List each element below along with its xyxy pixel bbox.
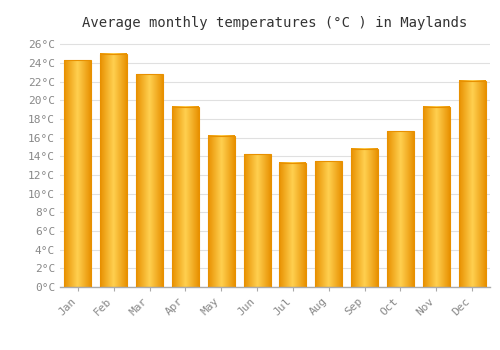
Bar xyxy=(423,107,450,287)
Bar xyxy=(458,81,485,287)
Bar xyxy=(136,74,163,287)
Bar xyxy=(64,60,92,287)
Bar xyxy=(280,163,306,287)
Bar xyxy=(387,131,414,287)
Bar xyxy=(172,107,199,287)
Bar xyxy=(208,136,234,287)
Title: Average monthly temperatures (°C ) in Maylands: Average monthly temperatures (°C ) in Ma… xyxy=(82,16,468,30)
Bar xyxy=(351,149,378,287)
Bar xyxy=(316,161,342,287)
Bar xyxy=(244,154,270,287)
Bar xyxy=(100,54,127,287)
